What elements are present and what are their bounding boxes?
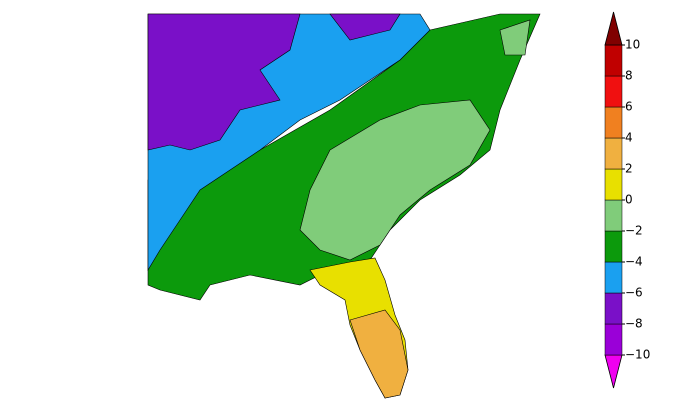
colorbar-tick-label: −10: [625, 348, 650, 362]
colorbar-tick-label: −8: [625, 317, 643, 331]
map: [147, 13, 541, 399]
colorbar-tick-label: 0: [625, 193, 633, 207]
region-light-green: [499, 19, 531, 56]
colorbar-band: [604, 323, 623, 356]
colorbar-tick-label: −4: [625, 255, 643, 269]
colorbar-tick-label: 2: [625, 162, 633, 176]
colorbar-band: [604, 137, 623, 170]
colorbar-extend-high: [604, 11, 623, 46]
colorbar-tick-label: 4: [625, 131, 633, 145]
colorbar-tick-label: 10: [625, 38, 640, 52]
colorbar-band: [604, 75, 623, 108]
colorbar-band: [604, 292, 623, 325]
colorbar-band: [604, 230, 623, 263]
colorbar-band: [604, 106, 623, 139]
colorbar-band: [604, 168, 623, 201]
region-purple: [329, 13, 401, 41]
colorbar-band: [604, 44, 623, 77]
colorbar-band: [604, 199, 623, 232]
colorbar-extend-low: [604, 354, 623, 389]
region-orange: [349, 309, 409, 399]
colorbar-tick-label: −2: [625, 224, 643, 238]
colorbar-band: [604, 261, 623, 294]
region-light-green: [299, 99, 491, 261]
region-purple: [147, 13, 301, 151]
colorbar-tick-label: −6: [625, 286, 643, 300]
colorbar-tick-label: 8: [625, 69, 633, 83]
colorbar-tick-label: 6: [625, 100, 633, 114]
colorbar: 10 8 6 4 2 0 −2 −4 −6 −8 −10: [604, 11, 650, 389]
